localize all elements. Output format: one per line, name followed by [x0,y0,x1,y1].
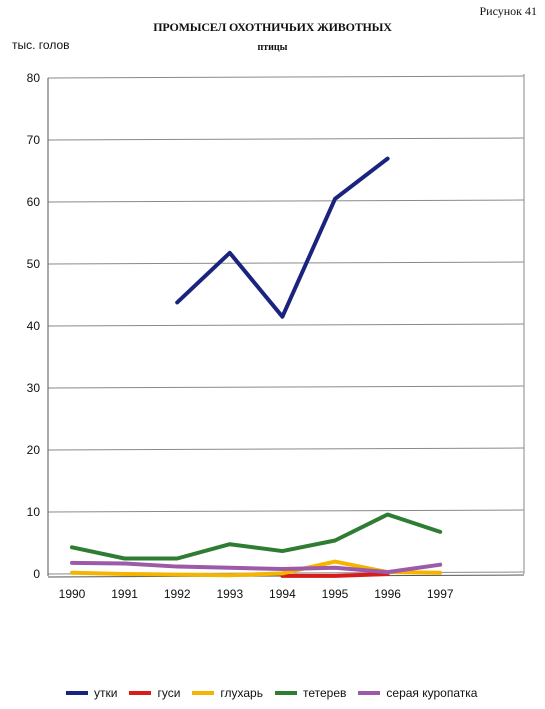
data-point-тетерев [334,540,336,542]
series-line-тетерев [70,512,443,561]
gridline [47,75,525,79]
data-point-серая-куропатка [71,562,73,564]
y-tick-label: 80 [27,71,41,85]
legend-swatch [275,691,297,695]
legend-item: гуси [129,686,180,700]
data-point-глухарь [281,572,283,574]
y-tick-label: 0 [33,567,40,581]
data-point-глухарь [176,574,178,576]
data-point-гуси [334,575,336,577]
data-point-серая-куропатка [334,567,336,569]
legend-swatch [192,691,215,695]
x-tick-label: 1995 [322,587,349,601]
chart-subtitle: птицы [257,42,288,53]
data-point-тетерев [124,558,126,559]
gridline [47,509,525,513]
legend-label: серая куропатка [386,686,478,700]
figure-label: Рисунок 41 [479,4,537,18]
data-point-серая-куропатка [124,562,126,564]
y-tick-label: 50 [27,257,41,271]
series-line-серая-куропатка [70,560,443,575]
data-point-глухарь [71,572,73,574]
chart-title: ПРОМЫСЕЛ ОХОТНИЧЬИХ ЖИВОТНЫХ [153,20,392,34]
legend-swatch [358,691,381,695]
y-tick-label: 60 [27,195,41,209]
data-point-глухарь [229,574,231,576]
x-tick-label: 1996 [374,587,401,601]
y-tick-label: 40 [27,319,41,333]
data-point-серая-куропатка [387,571,389,573]
data-point-тетерев [281,550,283,552]
x-tick-label: 1994 [269,587,296,601]
data-point-гуси [281,575,283,577]
y-tick-label: 10 [27,505,41,519]
y-axis-label: тыс. голов [12,38,70,52]
x-tick-label: 1991 [111,587,138,601]
legend-label: утки [94,686,118,700]
gridline [47,137,525,141]
legend-label: глухарь [220,686,263,700]
data-point-глухарь [334,561,336,563]
data-point-утки [229,252,231,254]
gridline [47,447,525,451]
data-point-тетерев [176,558,178,559]
chart-legend: утки гуси глухарь тетерев серая куропатка [66,686,536,700]
legend-swatch [66,691,88,695]
data-point-утки [387,158,389,160]
gridline [47,261,525,265]
data-point-тетерев [439,531,441,533]
gridline [47,385,525,389]
data-point-серая-куропатка [229,567,231,569]
data-point-серая-куропатка [176,566,178,568]
legend-label: гуси [157,686,181,700]
data-point-глухарь [439,572,441,574]
x-tick-label: 1997 [427,587,454,601]
x-tick-label: 1990 [59,587,86,601]
data-point-серая-куропатка [281,568,283,570]
y-tick-label: 30 [27,381,41,395]
x-tick-label: 1993 [216,587,243,601]
gridline [47,323,525,327]
legend-label: тетерев [303,686,347,700]
legend-item: серая куропатка [358,686,477,700]
data-point-глухарь [124,573,126,575]
x-tick-label: 1992 [164,587,191,601]
data-point-тетерев [71,546,73,548]
data-point-утки [334,198,336,200]
y-tick-label: 20 [27,443,41,457]
data-point-серая-куропатка [439,564,441,566]
data-point-утки [176,301,178,303]
legend-item: тетерев [275,686,346,700]
legend-item: глухарь [192,686,263,700]
data-point-тетерев [387,513,389,515]
legend-swatch [129,691,152,695]
data-point-утки [281,316,283,318]
data-point-тетерев [229,543,231,545]
gridline [47,199,525,203]
series-line-утки [175,156,390,319]
legend-item: утки [66,686,117,700]
y-tick-label: 70 [27,133,41,147]
